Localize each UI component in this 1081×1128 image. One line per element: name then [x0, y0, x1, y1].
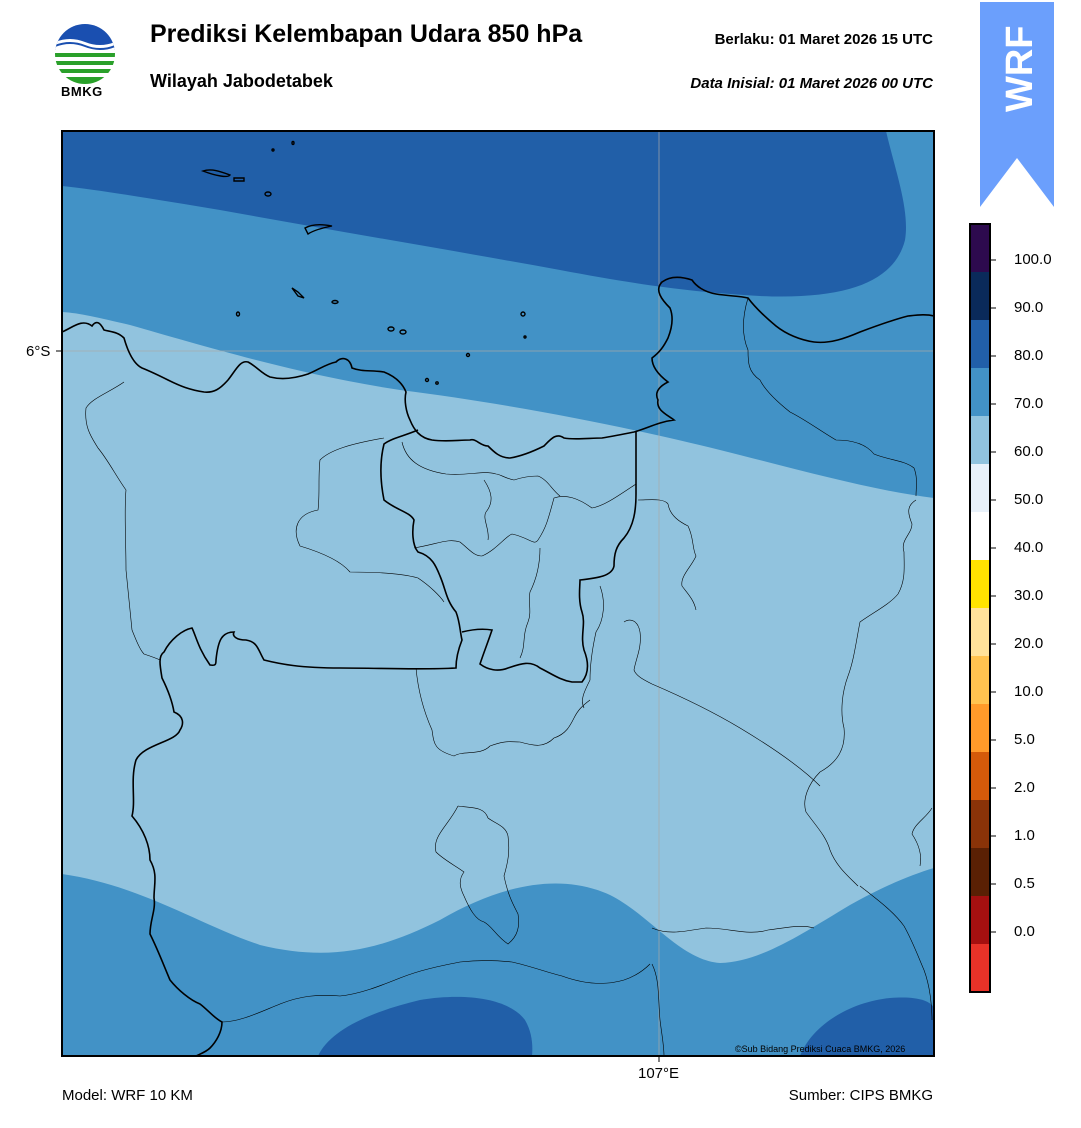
- source-info: Sumber: CIPS BMKG: [788, 1087, 933, 1104]
- colorbar-label: 70.0: [1014, 395, 1044, 412]
- model-info: Model: WRF 10 KM: [62, 1087, 193, 1104]
- coastline: [62, 276, 934, 459]
- thousand-islands: [200, 140, 527, 385]
- province-borders: [131, 429, 637, 1056]
- map-title: Prediksi Kelembapan Udara 850 hPa: [150, 20, 583, 48]
- longitude-label: 107°E: [638, 1065, 680, 1082]
- colorbar-label: 2.0: [1014, 779, 1035, 796]
- colorbar-label: 20.0: [1014, 635, 1044, 652]
- colorbar-label: 40.0: [1014, 539, 1044, 556]
- colorbar-label: 10.0: [1014, 683, 1044, 700]
- initial-time: Data Inisial: 01 Maret 2026 00 UTC: [690, 75, 933, 92]
- valid-time: Berlaku: 01 Maret 2026 15 UTC: [714, 31, 933, 48]
- colorbar-label: 30.0: [1014, 587, 1044, 604]
- colorbar-label: 80.0: [1014, 347, 1044, 364]
- colorbar-label: 90.0: [1014, 299, 1044, 316]
- colorbar-label: 60.0: [1014, 443, 1044, 460]
- colorbar-label: 50.0: [1014, 491, 1044, 508]
- colorbar-label: 0.0: [1014, 923, 1035, 940]
- copyright-note: ©Sub Bidang Prediksi Cuaca BMKG, 2026: [735, 1044, 906, 1054]
- bmkg-logo-text: BMKG: [61, 84, 103, 99]
- colorbar-label: 100.0: [1014, 251, 1052, 268]
- colorbar-label: 0.5: [1014, 875, 1035, 892]
- regency-borders: [85, 297, 933, 1056]
- humidity-zone-70-80-south: [62, 868, 934, 1056]
- map-subtitle: Wilayah Jabodetabek: [150, 71, 333, 91]
- colorbar-label: 1.0: [1014, 827, 1035, 844]
- humidity-zone-80-90-south-west: [318, 996, 533, 1056]
- latitude-label: 6°S: [26, 343, 51, 360]
- humidity-zone-80-90-south-east: [800, 997, 934, 1056]
- map-frame: [61, 130, 935, 1057]
- colorbar-label: 5.0: [1014, 731, 1035, 748]
- humidity-zone-80-90-north: [62, 131, 906, 297]
